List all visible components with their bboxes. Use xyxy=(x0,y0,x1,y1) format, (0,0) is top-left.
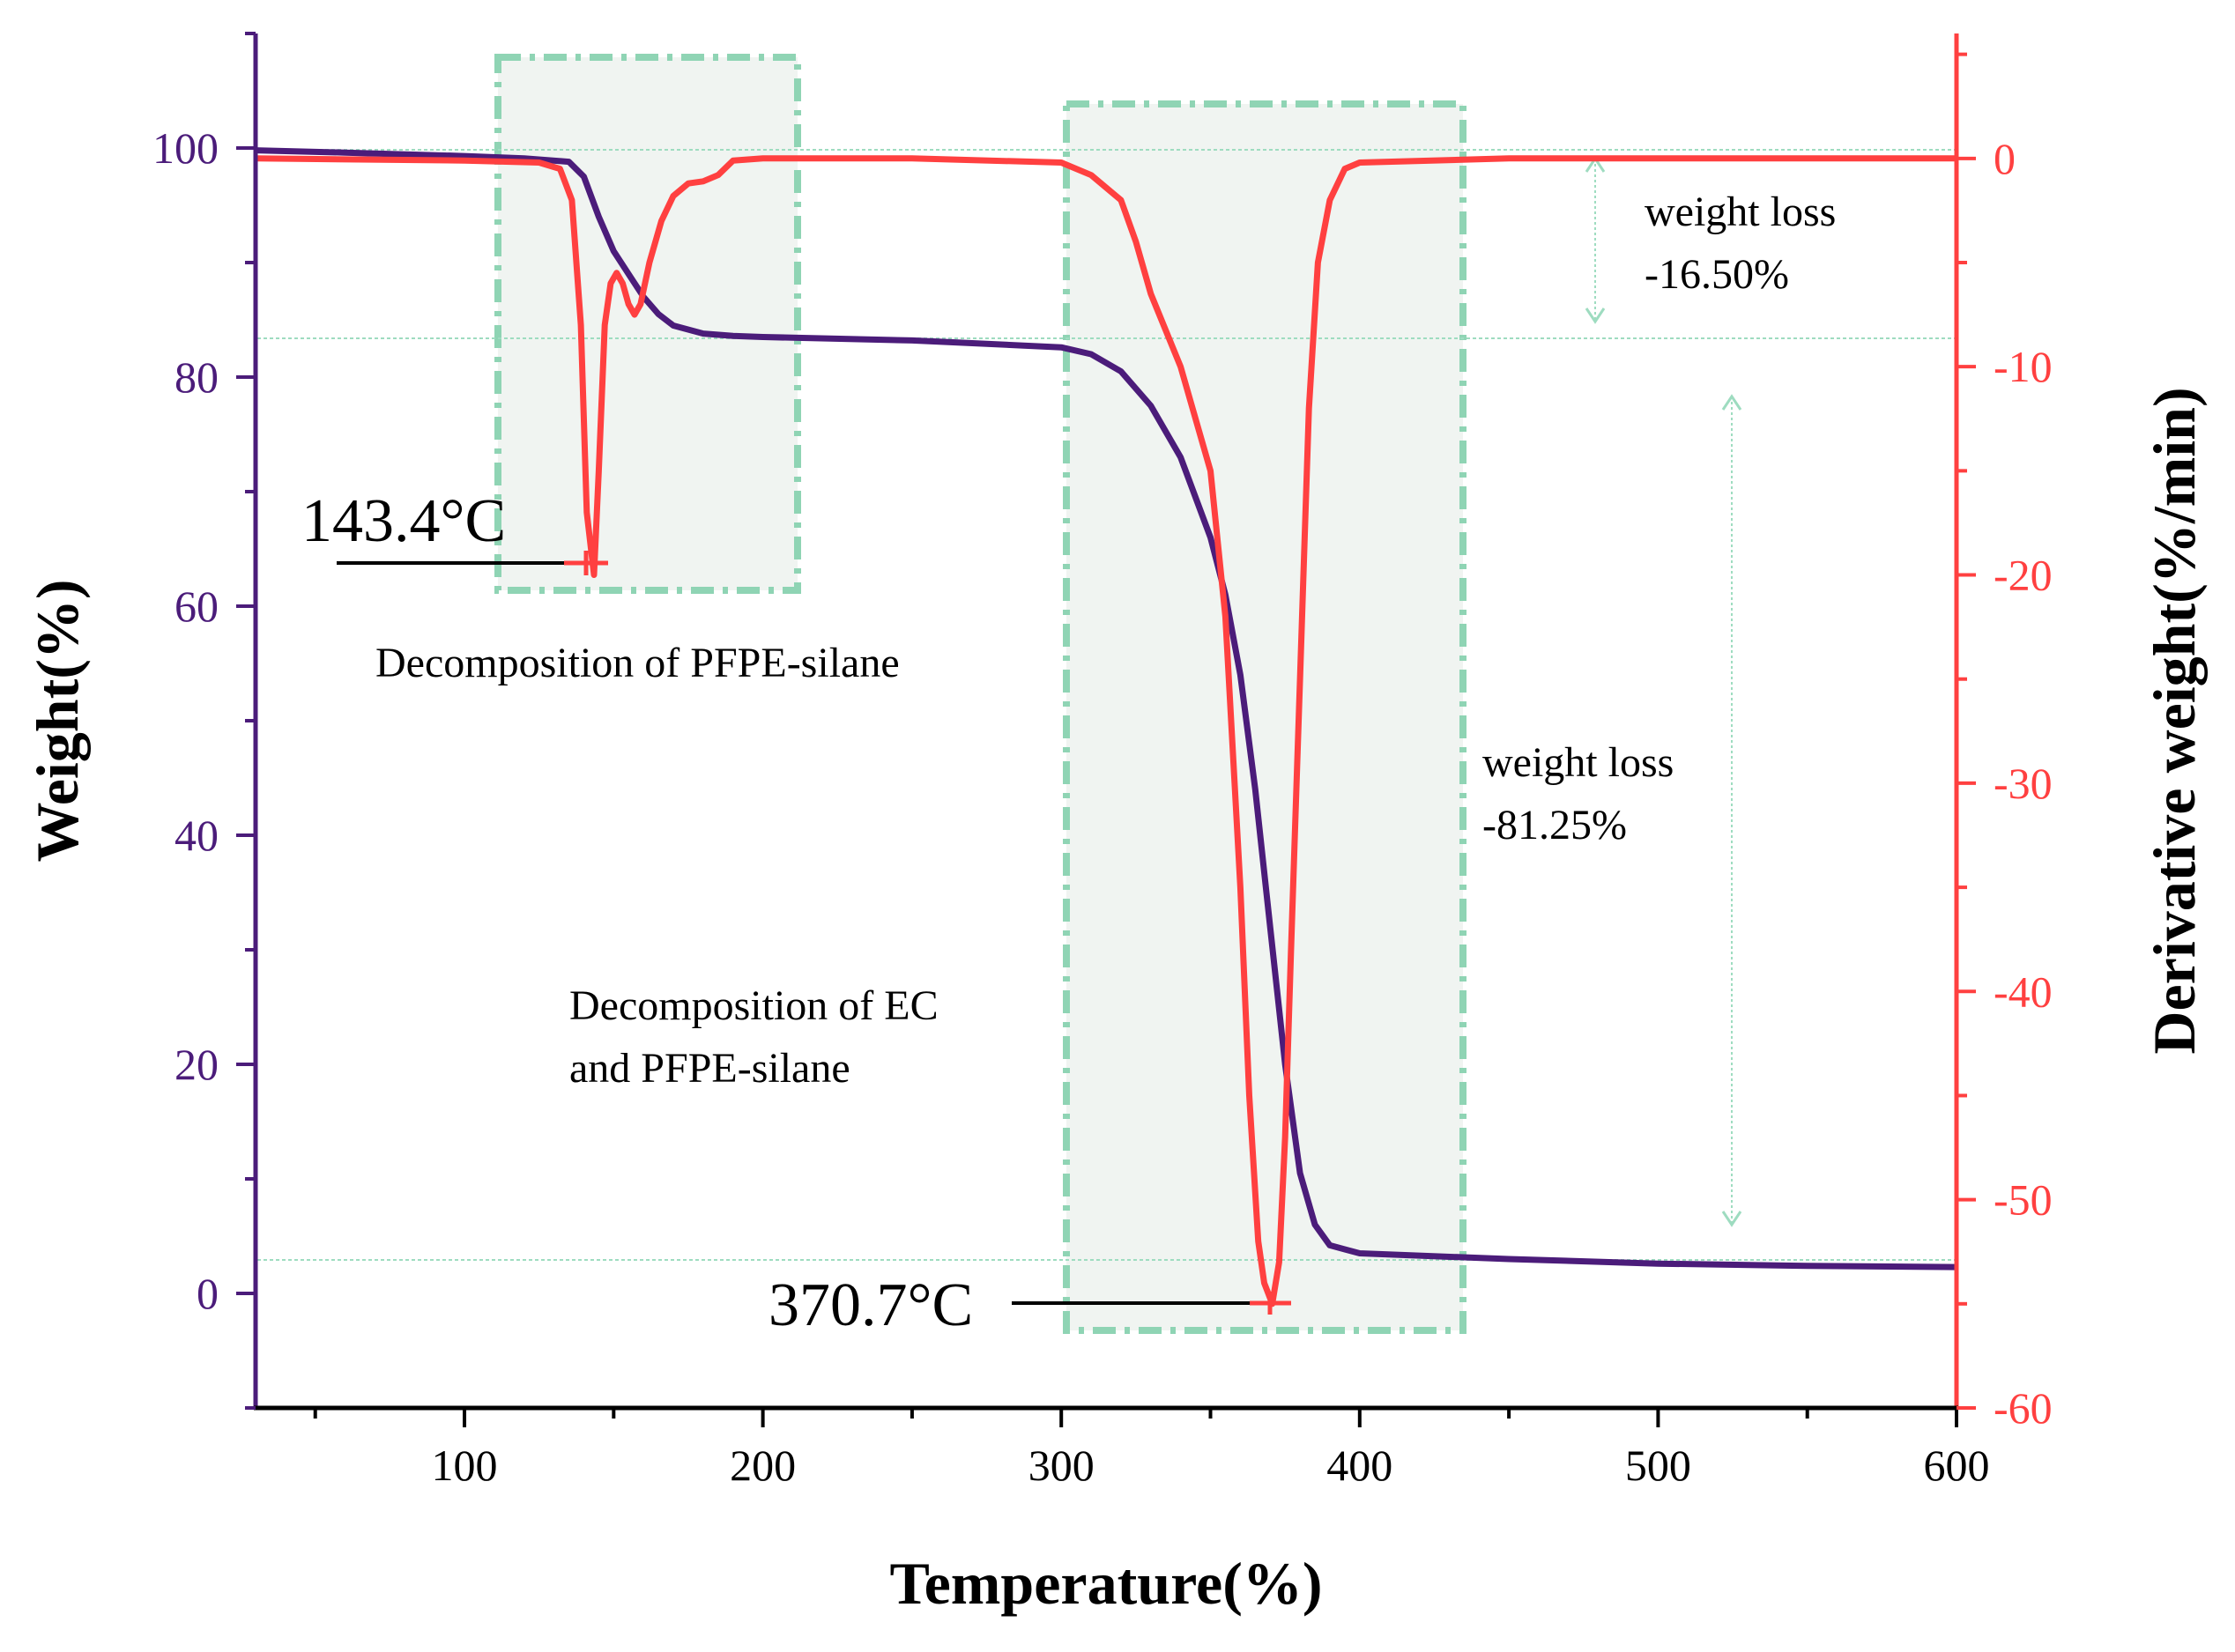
loss2-label-line2: -81.25% xyxy=(1482,802,1627,848)
region1-label: Decomposition of PFPE-silane xyxy=(375,640,900,686)
right-tick-label: -30 xyxy=(1994,759,2053,808)
loss2-measure-arrow xyxy=(1721,394,1742,1227)
left-tick-label: 20 xyxy=(174,1040,219,1089)
loss1-label-line1: weight loss xyxy=(1645,189,1836,235)
x-tick-label: 500 xyxy=(1625,1441,1691,1490)
weight-series-line xyxy=(255,147,1957,1270)
region-ec-decomposition xyxy=(1063,100,1466,1334)
right-tick-label: -20 xyxy=(1994,551,2053,600)
derivative-series-line xyxy=(255,155,1957,1308)
peak1-marker xyxy=(337,551,608,575)
region-pfpe-decomposition xyxy=(494,54,801,594)
loss2-label-line1: weight loss xyxy=(1482,739,1674,786)
x-tick-label: 200 xyxy=(730,1441,796,1490)
left-tick-label: 40 xyxy=(174,811,219,860)
right-y-axis-title: Derivative weight(%/min) xyxy=(2141,387,2208,1054)
right-tick-label: 0 xyxy=(1994,134,2016,183)
left-tick-label: 80 xyxy=(174,352,219,402)
right-tick-label: -60 xyxy=(1994,1383,2053,1433)
loss1-label-line2: -16.50% xyxy=(1645,251,1789,298)
peak2-marker xyxy=(1012,1292,1291,1315)
x-tick-label: 300 xyxy=(1028,1441,1095,1490)
left-tick-label: 60 xyxy=(174,582,219,631)
x-tick-label: 100 xyxy=(432,1441,498,1490)
peak1-label: 143.4°C xyxy=(301,487,506,555)
right-tick-label: -50 xyxy=(1994,1175,2053,1225)
left-tick-label: 100 xyxy=(152,123,219,173)
x-axis-title: Temperature(%) xyxy=(889,1550,1322,1617)
peak2-label: 370.7°C xyxy=(769,1271,973,1339)
loss1-measure-arrow xyxy=(1585,156,1606,324)
region2-label-line2: and PFPE-silane xyxy=(569,1045,850,1092)
x-tick-label: 400 xyxy=(1326,1441,1392,1490)
right-tick-label: -10 xyxy=(1994,342,2053,391)
region2-label-line1: Decomposition of EC xyxy=(569,982,939,1029)
left-tick-label: 0 xyxy=(197,1269,219,1318)
left-y-axis-title: Weight(%) xyxy=(24,579,91,862)
x-tick-label: 600 xyxy=(1924,1441,1990,1490)
right-tick-label: -40 xyxy=(1994,967,2053,1016)
